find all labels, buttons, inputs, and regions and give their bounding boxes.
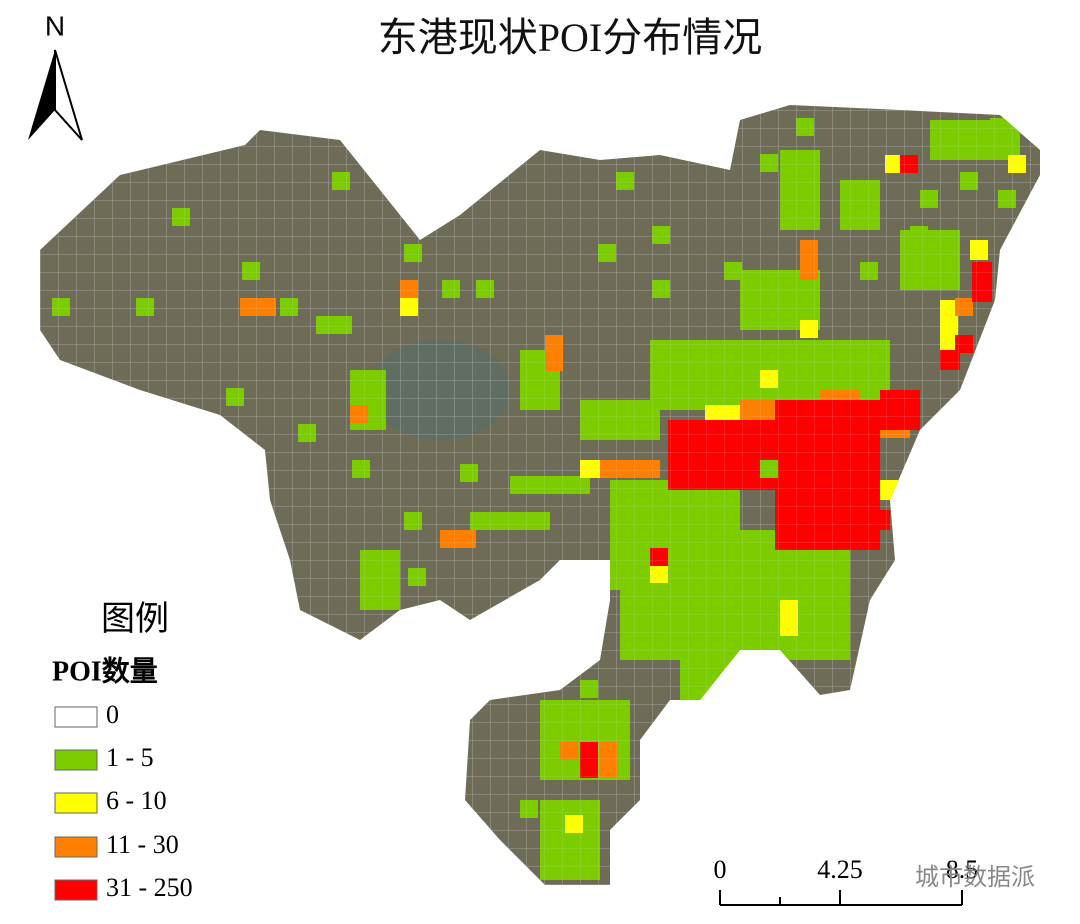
poi-cell: [840, 700, 858, 718]
legend-subtitle: POI数量: [52, 655, 158, 687]
legend-swatch: [54, 836, 98, 858]
legend-swatch: [54, 749, 98, 771]
legend-label: 31 - 250: [106, 873, 193, 902]
scale-label: 0: [714, 855, 727, 884]
legend-label: 1 - 5: [106, 743, 154, 772]
legend-label: 11 - 30: [106, 830, 179, 859]
poi-cell: [512, 640, 530, 658]
legend-title: 图例: [101, 601, 169, 638]
scale-label: 4.25: [817, 855, 863, 884]
legend: 图例 POI数量 0 1 - 5 6 - 10 11 - 30 31 - 250: [52, 601, 193, 902]
scale-label: 8.5: [946, 855, 979, 884]
north-arrow: N: [28, 10, 83, 141]
map-title: 东港现状POI分布情况: [378, 15, 762, 60]
legend-label: 6 - 10: [106, 786, 167, 815]
scale-bar: 0 4.25 8.5: [714, 855, 979, 906]
arrow-right: [54, 49, 83, 141]
legend-swatch: [54, 879, 98, 901]
legend-swatch: [54, 706, 98, 728]
legend-swatch: [54, 792, 98, 814]
north-label: N: [45, 10, 65, 41]
arrow-left: [28, 50, 55, 140]
poi-cell: [620, 860, 638, 878]
watermark: 城市数据派: [915, 863, 1035, 891]
legend-label: 0: [106, 700, 119, 729]
